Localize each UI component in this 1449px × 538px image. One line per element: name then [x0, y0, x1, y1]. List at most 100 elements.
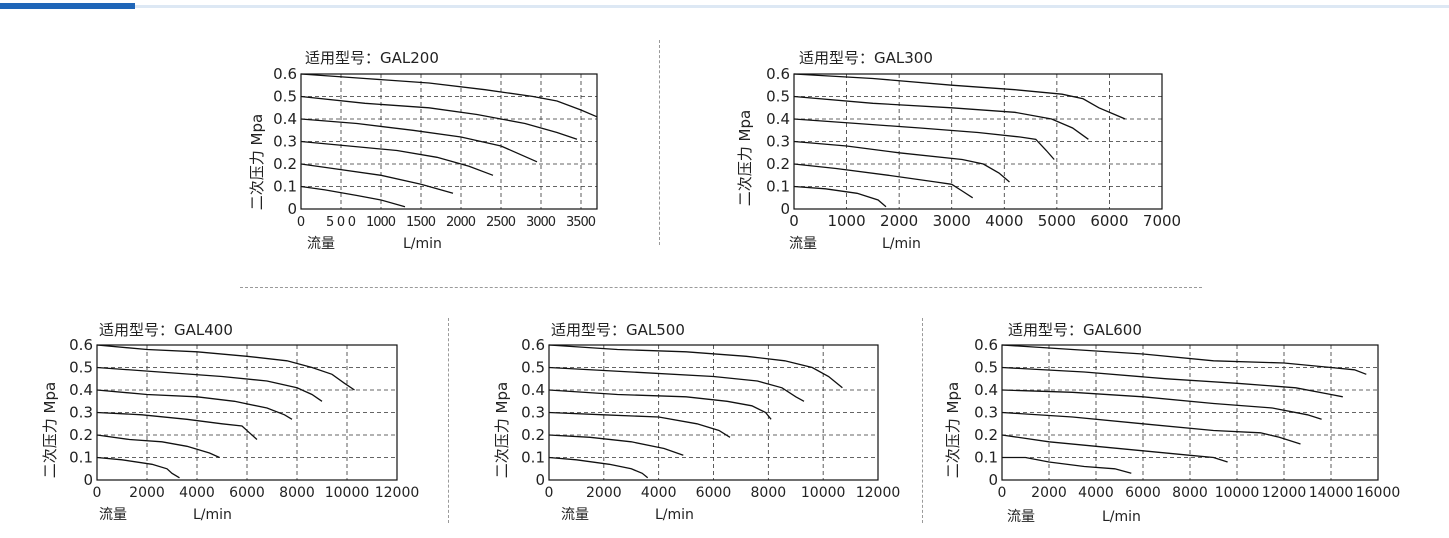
chart-title: 适用型号：GAL400: [99, 321, 233, 339]
x-tick-label: 7000: [1143, 212, 1181, 230]
x-tick-label: 2000: [880, 212, 918, 230]
y-tick-label: 0.4: [766, 110, 790, 128]
x-tick-label: 14000: [1309, 485, 1354, 501]
y-tick-label: 0.2: [766, 155, 790, 173]
header-accent-bar: [0, 3, 135, 9]
x-axis-unit: L/min: [882, 236, 921, 252]
x-tick-label: 8000: [279, 485, 315, 501]
y-tick-label: 0.6: [974, 336, 998, 354]
pressure-curve-2: [1001, 434, 1228, 463]
pressure-curve-3: [548, 411, 731, 438]
x-axis-label: 流量: [561, 507, 589, 523]
divider-horizontal: [240, 287, 1202, 288]
pressure-curve-6: [96, 344, 355, 391]
pressure-curve-4: [96, 389, 293, 420]
y-tick-label: 0.1: [69, 449, 93, 467]
y-tick-label: 0.6: [69, 336, 93, 354]
x-tick-label: 1000: [366, 215, 396, 230]
y-tick-label: 0.5: [766, 88, 790, 106]
y-axis-label: 二次压力 Mpa: [493, 382, 511, 478]
x-tick-label: 12000: [856, 485, 901, 501]
x-tick-label: 10000: [325, 485, 370, 501]
y-tick-label: 0: [780, 200, 790, 218]
pressure-curve-2: [548, 434, 684, 456]
chart-gal400: 适用型号：GAL400 二次压力 Mpa 流量 L/min: [41, 321, 233, 523]
pressure-curve-1: [300, 185, 406, 208]
x-tick-label: 1500: [406, 215, 436, 230]
pressure-curve-6: [793, 73, 1126, 120]
y-axis-label: 二次压力 Mpa: [41, 382, 59, 478]
y-tick-label: 0.2: [69, 426, 93, 444]
chart-gal200: 适用型号：GAL200 二次压力 Mpa 流量 L/min: [248, 49, 442, 252]
x-tick-label: 6000: [1125, 485, 1161, 501]
x-axis-unit: L/min: [1102, 509, 1141, 525]
plot-area-gal200: 0 0.1 0.2 0.3 0.4 0.5 0.6 0 500 1000 1500 2000 2500 3…: [273, 65, 598, 230]
x-tick-label: 6000: [1090, 212, 1128, 230]
pressure-curve-6: [300, 73, 598, 118]
y-tick-label: 0.3: [273, 133, 297, 151]
pressure-curve-5: [300, 95, 578, 140]
x-tick-label: 2000: [446, 215, 476, 230]
x-tick-label: 16000: [1356, 485, 1401, 501]
pressure-curve-2: [793, 163, 974, 199]
x-axis-label: 流量: [1007, 509, 1035, 525]
y-tick-label: 0.3: [974, 404, 998, 422]
x-tick-label: 8000: [751, 485, 787, 501]
x-tick-label: 10000: [801, 485, 846, 501]
pressure-curve-6: [1001, 344, 1367, 375]
pressure-curve-1: [793, 185, 887, 208]
pressure-curve-2: [300, 163, 454, 194]
x-tick-label: 3000: [933, 212, 971, 230]
chart-gal600: 适用型号：GAL600 二次压力 Mpa 流量 L/min: [944, 321, 1142, 525]
y-axis-label: 二次压力 Mpa: [944, 382, 962, 478]
chart-gal300: 适用型号：GAL300 二次压力 Mpa 流量 L/min: [736, 49, 933, 252]
y-tick-label: 0.5: [273, 88, 297, 106]
y-tick-label: 0.4: [521, 381, 545, 399]
x-tick-label: 6000: [229, 485, 265, 501]
y-tick-label: 0.4: [974, 381, 998, 399]
pressure-curve-3: [1001, 411, 1301, 445]
divider-vertical-bottom-left: [448, 318, 449, 523]
y-tick-label: 0.4: [273, 110, 297, 128]
x-tick-label: 0: [297, 215, 305, 230]
x-tick-label: 5000: [1038, 212, 1076, 230]
y-tick-label: 0.3: [521, 404, 545, 422]
pressure-curve-3: [300, 140, 494, 176]
y-axis-label: 二次压力 Mpa: [736, 110, 754, 206]
plot-area-gal600: 0 0.1 0.2 0.3 0.4 0.5 0.6 0 2000 4000 6000 8000 1000…: [974, 336, 1400, 501]
pressure-curve-4: [1001, 389, 1322, 420]
x-tick-label: 8000: [1172, 485, 1208, 501]
y-tick-label: 0.4: [69, 381, 93, 399]
y-tick-label: 0.6: [521, 336, 545, 354]
x-axis-unit: L/min: [403, 236, 442, 252]
chart-title: 适用型号：GAL600: [1008, 321, 1142, 339]
x-tick-label: 10000: [1215, 485, 1260, 501]
y-tick-label: 0: [287, 200, 297, 218]
y-tick-label: 0.6: [766, 65, 790, 83]
chart-title: 适用型号：GAL200: [305, 49, 439, 67]
x-tick-label: 12000: [375, 485, 420, 501]
x-tick-label: 4000: [1078, 485, 1114, 501]
y-tick-label: 0: [535, 471, 545, 489]
y-axis-label: 二次压力 Mpa: [248, 114, 266, 210]
y-tick-label: 0.5: [974, 359, 998, 377]
x-tick-label: 0: [545, 485, 554, 501]
y-tick-label: 0.5: [521, 359, 545, 377]
chart-gal500: 适用型号：GAL500 二次压力 Mpa 流量 L/min: [493, 321, 694, 523]
plot-area-gal400: 0 0.1 0.2 0.3 0.4 0.5 0.6 0 2000 4000 6000 8000 1000…: [69, 336, 419, 501]
y-tick-label: 0.1: [521, 449, 545, 467]
x-tick-label: 3000: [526, 215, 556, 230]
pressure-curve-4: [300, 118, 538, 163]
pressure-curve-5: [793, 95, 1089, 140]
chart-title: 适用型号：GAL300: [799, 49, 933, 67]
x-axis-unit: L/min: [655, 507, 694, 523]
y-tick-label: 0: [83, 471, 93, 489]
pressure-curve-4: [793, 118, 1055, 160]
x-tick-label: 4000: [985, 212, 1023, 230]
y-tick-label: 0: [988, 471, 998, 489]
divider-vertical-bottom-right: [922, 318, 923, 523]
plot-area-gal300: 0 0.1 0.2 0.3 0.4 0.5 0.6 0 1000 2000 3000 4000 5000…: [766, 65, 1181, 230]
pressure-curve-1: [96, 456, 180, 479]
x-axis-label: 流量: [789, 236, 817, 252]
x-tick-label: 2000: [1031, 485, 1067, 501]
